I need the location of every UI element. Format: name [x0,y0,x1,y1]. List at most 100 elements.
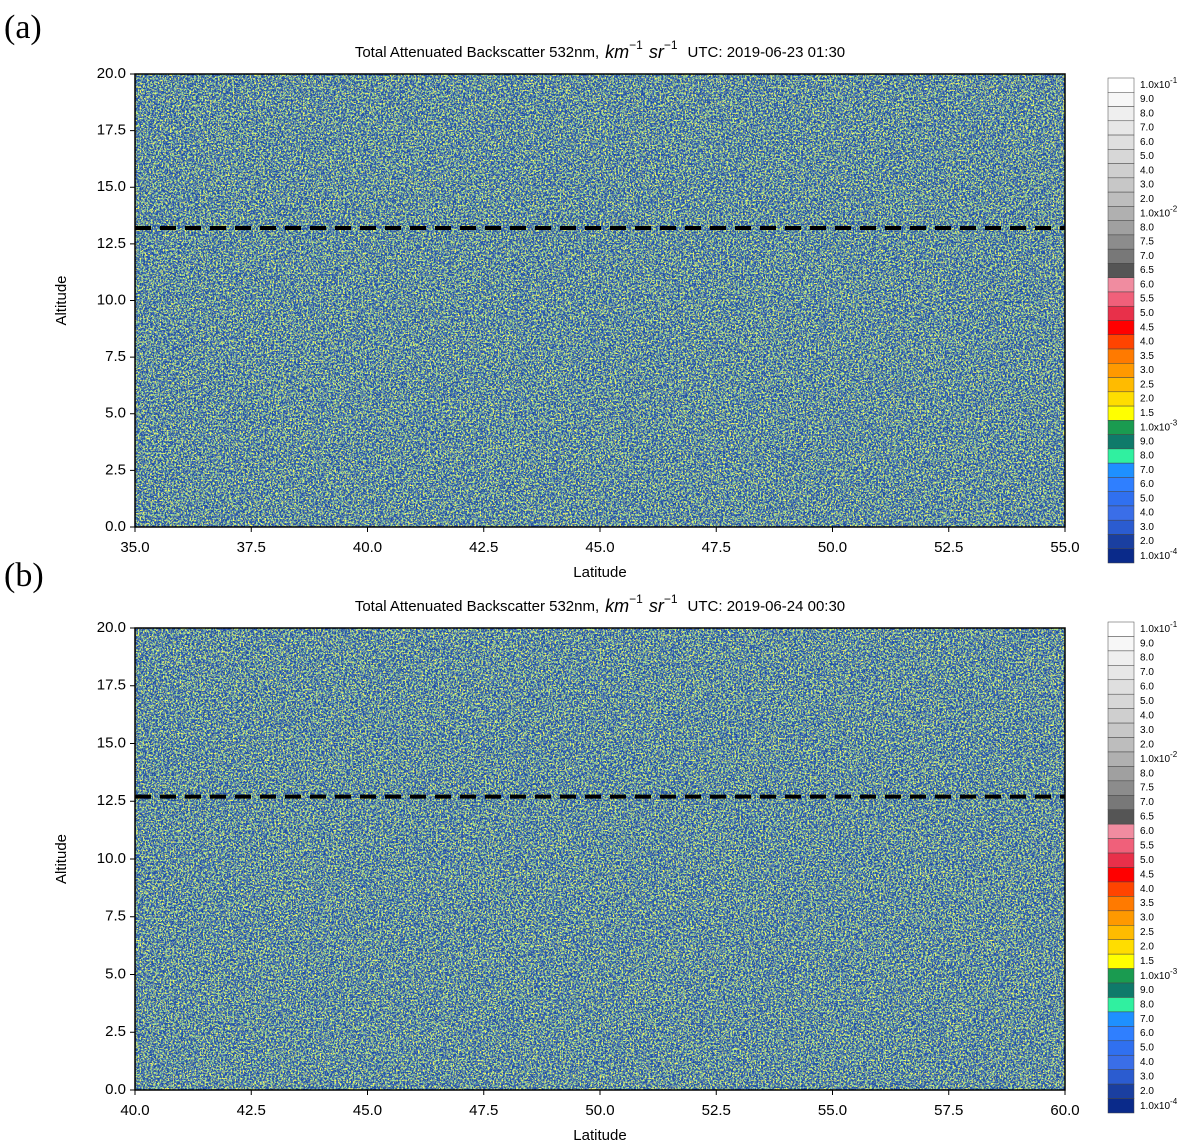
colorbar-swatch [1107,363,1135,378]
x-axis-label: Latitude [573,1127,626,1144]
x-tick-label: 40.0 [353,539,382,556]
y-tick-label: 2.5 [105,461,126,478]
colorbar-label: 1.0x10-3 [1140,419,1178,434]
y-axis-label: Altitude [53,275,70,325]
panel-label: (b) [4,557,44,594]
colorbar-label: 4.0 [1140,337,1154,348]
colorbar-label: 9.0 [1140,436,1154,447]
colorbar-label: 5.0 [1140,1043,1154,1054]
colorbar-swatch [1107,348,1135,364]
colorbar-label: 5.0 [1140,151,1154,162]
colorbar-swatch [1107,163,1135,179]
colorbar-swatch [1107,621,1135,637]
y-tick-label: 2.5 [105,1023,126,1040]
y-tick-label: 5.0 [105,965,126,982]
colorbar-swatch [1107,191,1135,207]
colorbar-label-base: 1.0x10 [1140,754,1170,765]
colorbar-label: 3.0 [1140,725,1154,736]
colorbar-label: 1.5 [1140,956,1154,967]
colorbar-swatch [1107,248,1135,264]
colorbar-label: 4.0 [1140,711,1154,722]
colorbar-label-exp: -1 [1170,76,1178,85]
x-tick-label: 50.0 [818,539,847,556]
colorbar-swatch [1107,693,1135,709]
colorbar-swatch [1107,120,1135,136]
colorbar-label: 8.0 [1140,108,1154,119]
colorbar-label: 6.0 [1140,479,1154,490]
colorbar-swatch [1107,106,1135,122]
x-tick-label: 52.5 [702,1102,731,1119]
y-tick-label: 15.0 [97,178,126,195]
title-text: Total Attenuated Backscatter 532nm, [355,598,599,615]
title-unit: sr [649,42,665,62]
colorbar-label: 4.0 [1140,884,1154,895]
colorbar-label: 9.0 [1140,94,1154,105]
title-time: UTC: 2019-06-24 00:30 [688,598,846,615]
colorbar-swatch [1107,334,1135,350]
colorbar-label: 3.0 [1140,1072,1154,1083]
colorbar-label: 7.0 [1140,123,1154,134]
colorbar-label: 2.0 [1140,1086,1154,1097]
x-tick-label: 45.0 [353,1102,382,1119]
colorbar-swatch [1107,1026,1135,1042]
colorbar-swatch [1107,149,1135,164]
colorbar-label-base: 1.0x10 [1140,624,1170,635]
title-unit: sr [649,596,665,616]
colorbar-swatch [1107,910,1135,926]
colorbar-label: 5.0 [1140,855,1154,866]
colorbar-label-exp: -4 [1170,547,1178,556]
colorbar-swatch [1107,377,1135,393]
colorbar-label: 2.0 [1140,536,1154,547]
x-tick-label: 55.0 [1050,539,1079,556]
colorbar-label: 8.0 [1140,768,1154,779]
colorbar-label: 7.5 [1140,237,1154,248]
colorbar-swatch [1107,291,1135,307]
colorbar-swatch [1107,737,1135,753]
colorbar-label: 6.0 [1140,279,1154,290]
title-unit-exp: −1 [629,38,643,52]
y-tick-label: 17.5 [97,677,126,694]
colorbar-swatch [1107,548,1135,564]
colorbar-label-exp: -3 [1170,419,1178,428]
colorbar-swatch [1107,391,1135,407]
x-axis-label: Latitude [573,564,626,581]
colorbar-label: 4.5 [1140,322,1154,333]
title-unit-exp: −1 [664,592,678,606]
colorbar-label: 5.0 [1140,493,1154,504]
colorbar-swatch [1107,134,1135,150]
colorbar-label: 2.0 [1140,394,1154,405]
y-tick-label: 12.5 [97,792,126,809]
colorbar-label: 7.0 [1140,667,1154,678]
colorbar-swatch [1107,305,1135,321]
colorbar-label: 3.5 [1140,351,1154,362]
colorbar-label: 3.0 [1140,522,1154,533]
colorbar-label: 4.0 [1140,508,1154,519]
colorbar-label: 1.0x10-4 [1140,1097,1178,1112]
colorbar-label: 6.0 [1140,682,1154,693]
colorbar-swatch [1107,997,1135,1013]
colorbar-swatch [1107,92,1135,107]
colorbar-label: 2.5 [1140,379,1154,390]
colorbar-label: 5.5 [1140,840,1154,851]
colorbar-label: 1.0x10-2 [1140,750,1178,765]
colorbar-label-exp: -2 [1170,205,1178,214]
x-tick-label: 55.0 [818,1102,847,1119]
colorbar-label: 3.0 [1140,365,1154,376]
y-tick-label: 17.5 [97,122,126,139]
backscatter-texture [135,74,1065,527]
y-tick-label: 20.0 [97,65,126,82]
colorbar-swatch [1107,234,1135,250]
colorbar-label: 2.0 [1140,739,1154,750]
colorbar-swatch [1107,1011,1135,1027]
colorbar-swatch [1107,1083,1135,1099]
colorbar-label: 2.0 [1140,194,1154,205]
colorbar-swatch [1107,708,1135,724]
colorbar-swatch [1107,953,1135,969]
title-unit-exp: −1 [664,38,678,52]
colorbar-swatch [1107,852,1135,868]
colorbar-label: 8.0 [1140,999,1154,1010]
colorbar-label: 7.5 [1140,783,1154,794]
colorbar-swatch [1107,823,1135,839]
colorbar-label: 9.0 [1140,638,1154,649]
